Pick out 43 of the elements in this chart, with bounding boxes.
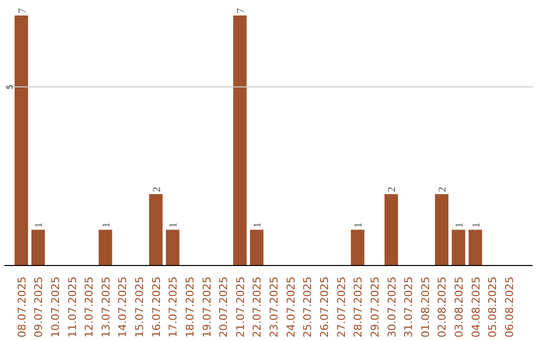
data-label: 2 xyxy=(387,186,398,192)
x-tick-label: 01.08.2025 xyxy=(418,276,432,338)
x-tick-label: 29.07.2025 xyxy=(368,276,382,338)
data-label: 1 xyxy=(34,222,46,228)
x-tick-label: 26.07.2025 xyxy=(318,276,331,338)
ref-line-label: 5 xyxy=(6,84,14,90)
data-label: 1 xyxy=(354,222,365,228)
x-tick-label: 22.07.2025 xyxy=(250,276,264,338)
x-tick-label: 18.07.2025 xyxy=(183,276,196,338)
x-tick-label: 20.07.2025 xyxy=(217,276,230,338)
data-label: 2 xyxy=(438,186,449,192)
data-label: 1 xyxy=(101,222,112,228)
x-tick-label: 24.07.2025 xyxy=(284,276,298,338)
data-label: 1 xyxy=(168,222,180,228)
x-tick-label: 13.07.2025 xyxy=(99,276,112,338)
x-tick-label: 31.07.2025 xyxy=(402,276,416,338)
x-tick-label: 04.08.2025 xyxy=(469,276,482,338)
x-tick-label: 05.08.2025 xyxy=(486,276,500,338)
x-tick-label: 09.07.2025 xyxy=(32,276,46,338)
x-tick-label: 25.07.2025 xyxy=(301,276,314,338)
x-tick-label: 10.07.2025 xyxy=(48,276,62,338)
x-tick-label: 21.07.2025 xyxy=(234,276,247,338)
x-tick-label: 16.07.2025 xyxy=(150,276,163,338)
data-label: 7 xyxy=(236,8,247,14)
x-tick-label: 19.07.2025 xyxy=(200,276,214,338)
x-tick-label: 02.08.2025 xyxy=(436,276,449,338)
data-label: 7 xyxy=(17,8,28,14)
x-tick-label: 30.07.2025 xyxy=(385,276,398,338)
x-tick-label: 06.08.2025 xyxy=(502,276,516,338)
data-label: 1 xyxy=(252,222,264,228)
x-tick-label: 08.07.2025 xyxy=(15,276,28,338)
x-tick-label: 15.07.2025 xyxy=(133,276,146,338)
x-tick-label: 17.07.2025 xyxy=(166,276,180,338)
data-label: 1 xyxy=(471,222,482,228)
x-tick-label: 11.07.2025 xyxy=(66,276,79,338)
x-tick-label: 14.07.2025 xyxy=(116,276,130,338)
data-label: 2 xyxy=(152,186,163,192)
x-tick-label: 12.07.2025 xyxy=(82,276,96,338)
data-label: 1 xyxy=(454,222,466,228)
x-tick-label: 03.08.2025 xyxy=(452,276,466,338)
x-tick-label: 23.07.2025 xyxy=(268,276,281,338)
x-tick-label: 27.07.2025 xyxy=(334,276,348,338)
x-tick-label: 28.07.2025 xyxy=(352,276,365,338)
